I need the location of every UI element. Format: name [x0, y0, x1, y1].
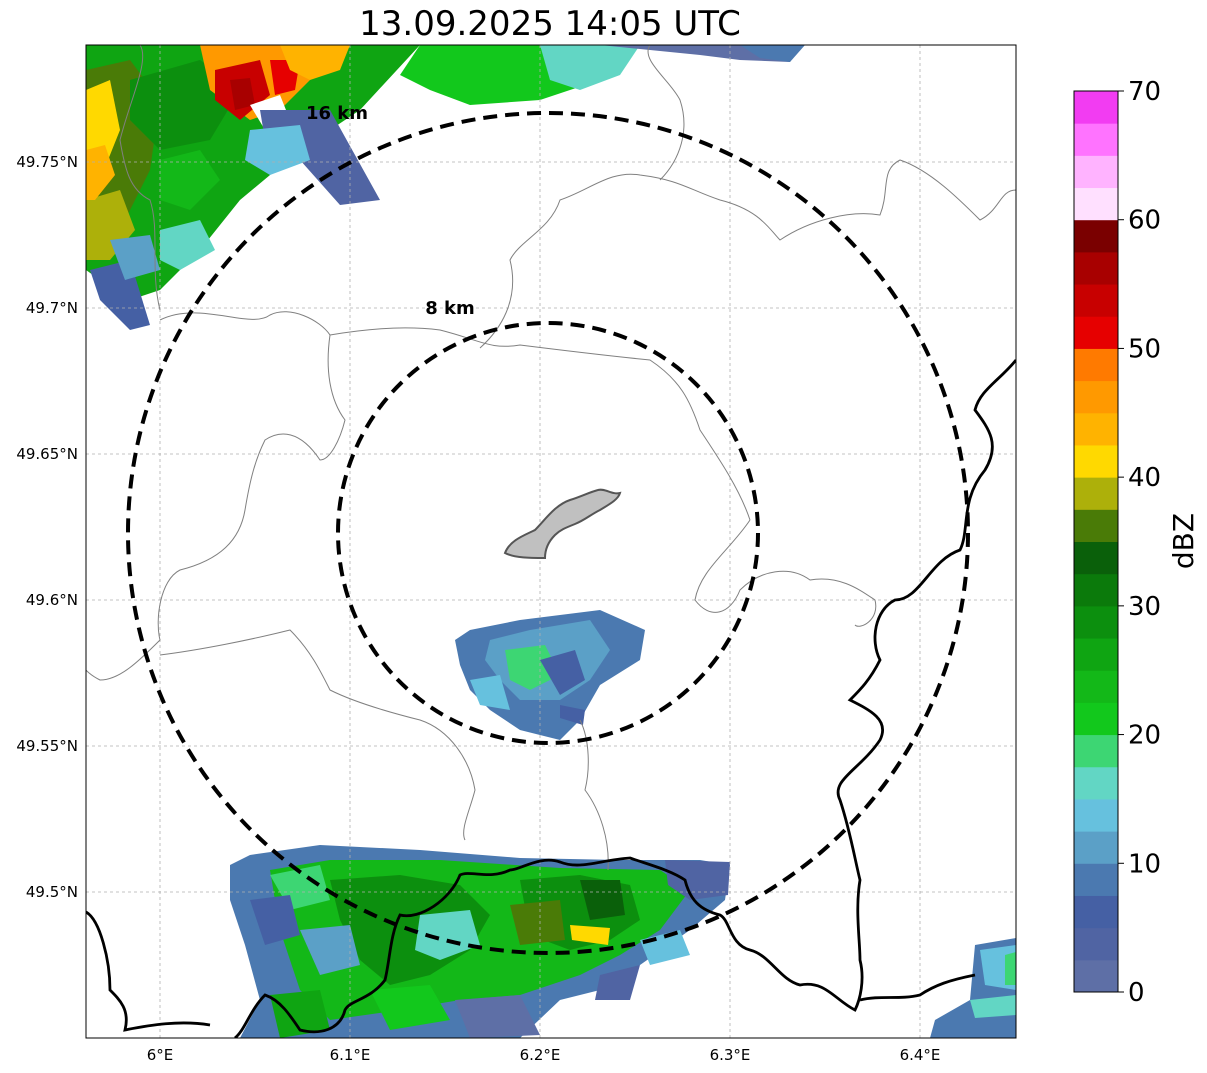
lat-tick-label: 49.6°N — [26, 591, 78, 609]
colorbar-tick-label: 20 — [1128, 721, 1161, 751]
graticule-grid — [86, 45, 1016, 1038]
echo-cell-central — [455, 610, 645, 740]
colorbar-segment — [1074, 927, 1118, 961]
colorbar-segment — [1074, 798, 1118, 832]
colorbar-segment — [1074, 187, 1118, 221]
map-title: 13.09.2025 14:05 UTC — [359, 4, 741, 44]
colorbar-segment — [1074, 509, 1118, 542]
colorbar-tick-label: 60 — [1128, 206, 1161, 236]
colorbar-segment — [1074, 541, 1118, 575]
map-frame — [85, 44, 1017, 1039]
colorbar-segment — [1074, 444, 1118, 478]
colorbar-frame — [1073, 90, 1119, 993]
colorbar-segment — [1074, 573, 1118, 607]
colorbar-segment — [1074, 702, 1118, 736]
colorbar-segment — [1074, 284, 1118, 317]
lon-tick-label: 6.3°E — [710, 1046, 751, 1064]
colorbar-segment — [1074, 895, 1118, 929]
colorbar-segment — [1074, 316, 1118, 349]
colorbar-segment — [1074, 91, 1118, 124]
lon-tick-labels: 6°E 6.1°E 6.2°E 6.3°E 6.4°E — [147, 1046, 941, 1064]
echo-cell-northwest — [86, 45, 805, 330]
colorbar-segment — [1074, 219, 1118, 253]
colorbar-tick-label: 50 — [1128, 334, 1161, 364]
range-ring-8km — [336, 321, 760, 745]
range-ring-16km — [126, 111, 970, 955]
colorbar-segment — [1074, 734, 1118, 768]
echo-cell-southeast — [930, 938, 1016, 1038]
lat-tick-label: 49.65°N — [16, 445, 78, 463]
colorbar-tick-label: 40 — [1128, 463, 1161, 493]
radar-echo-layer — [86, 45, 1016, 1038]
echo-cell-south — [230, 845, 730, 1038]
colorbar: 0 10 20 30 40 50 60 70 dBZ — [1073, 77, 1200, 1008]
lat-tick-label: 49.5°N — [26, 883, 78, 901]
city-area — [503, 488, 622, 560]
colorbar-segment — [1074, 831, 1118, 864]
colorbar-segment — [1074, 251, 1118, 285]
colorbar-segment — [1074, 959, 1118, 993]
colorbar-segments — [1074, 91, 1118, 993]
commune-boundaries — [86, 45, 1016, 871]
colorbar-label: dBZ — [1167, 513, 1200, 569]
colorbar-segment — [1074, 477, 1118, 510]
colorbar-segment — [1074, 605, 1118, 639]
lat-tick-label: 49.75°N — [16, 153, 78, 171]
colorbar-segment — [1074, 412, 1118, 446]
colorbar-segment — [1074, 638, 1118, 671]
colorbar-segment — [1074, 670, 1118, 703]
colorbar-tick-label: 30 — [1128, 592, 1161, 622]
colorbar-segment — [1074, 123, 1118, 156]
lat-tick-label: 49.55°N — [16, 737, 78, 755]
colorbar-tick-label: 70 — [1128, 77, 1161, 107]
ring-label-16km: 16 km — [306, 103, 368, 124]
national-border — [86, 359, 1016, 1038]
colorbar-tick-label: 10 — [1128, 849, 1161, 879]
colorbar-tick-label: 0 — [1128, 978, 1145, 1008]
colorbar-segment — [1074, 348, 1118, 382]
range-rings — [126, 111, 970, 955]
lon-tick-label: 6°E — [147, 1046, 174, 1064]
colorbar-segment — [1074, 766, 1118, 800]
colorbar-ticks: 0 10 20 30 40 50 60 70 — [1118, 77, 1161, 1008]
colorbar-segment — [1074, 155, 1118, 189]
lon-tick-label: 6.1°E — [330, 1046, 371, 1064]
ring-label-8km: 8 km — [425, 298, 475, 319]
colorbar-segment — [1074, 380, 1118, 414]
lon-tick-label: 6.2°E — [520, 1046, 561, 1064]
lat-tick-labels: 49.75°N 49.7°N 49.65°N 49.6°N 49.55°N 49… — [16, 153, 78, 901]
lon-tick-label: 6.4°E — [900, 1046, 941, 1064]
lat-tick-label: 49.7°N — [26, 299, 78, 317]
colorbar-segment — [1074, 863, 1118, 896]
